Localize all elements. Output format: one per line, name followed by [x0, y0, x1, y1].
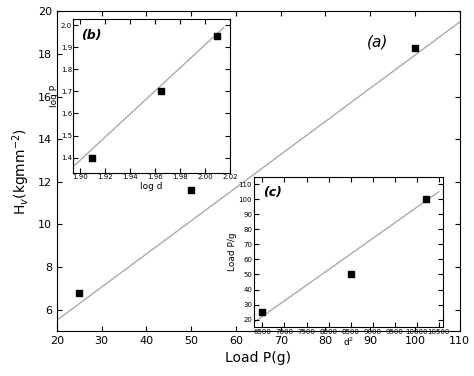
X-axis label: d$^2$: d$^2$	[343, 336, 354, 348]
X-axis label: log d: log d	[140, 182, 163, 191]
Point	[214, 33, 221, 39]
Point	[411, 44, 419, 50]
Text: (b): (b)	[82, 29, 102, 42]
Point	[75, 290, 83, 296]
Text: (a): (a)	[367, 35, 389, 49]
Y-axis label: H$_v$(kgmm$^{-2}$): H$_v$(kgmm$^{-2}$)	[11, 127, 32, 215]
Point	[259, 309, 266, 315]
Point	[347, 271, 355, 277]
Text: (c): (c)	[263, 186, 282, 199]
Point	[422, 196, 429, 202]
X-axis label: Load P(g): Load P(g)	[225, 351, 292, 365]
Point	[157, 88, 165, 94]
Y-axis label: Load P/g: Load P/g	[228, 233, 237, 271]
Y-axis label: log P: log P	[50, 85, 59, 107]
Point	[89, 155, 96, 161]
Point	[187, 187, 195, 193]
